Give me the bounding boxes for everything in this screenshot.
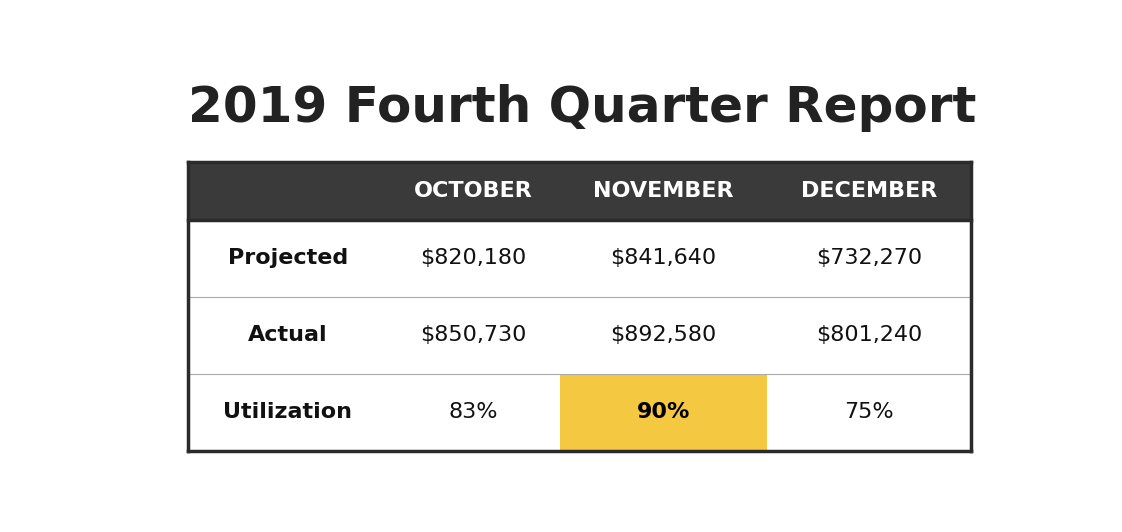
Text: $850,730: $850,730 <box>421 326 527 345</box>
Bar <box>188 220 971 297</box>
Text: 83%: 83% <box>449 402 498 422</box>
Text: NOVEMBER: NOVEMBER <box>594 181 734 201</box>
Bar <box>188 374 971 451</box>
Bar <box>188 297 971 374</box>
Text: OCTOBER: OCTOBER <box>414 181 533 201</box>
Text: 75%: 75% <box>844 402 894 422</box>
Text: DECEMBER: DECEMBER <box>801 181 937 201</box>
Text: $892,580: $892,580 <box>610 326 717 345</box>
Text: 2019 Fourth Quarter Report: 2019 Fourth Quarter Report <box>188 85 976 132</box>
Text: $820,180: $820,180 <box>421 248 527 269</box>
Text: Projected: Projected <box>228 248 348 269</box>
Text: $801,240: $801,240 <box>816 326 922 345</box>
Text: Utilization: Utilization <box>223 402 352 422</box>
Text: $732,270: $732,270 <box>816 248 922 269</box>
Text: 90%: 90% <box>637 402 690 422</box>
Bar <box>188 162 971 220</box>
Bar <box>560 374 767 451</box>
Text: $841,640: $841,640 <box>610 248 717 269</box>
Text: Actual: Actual <box>248 326 328 345</box>
